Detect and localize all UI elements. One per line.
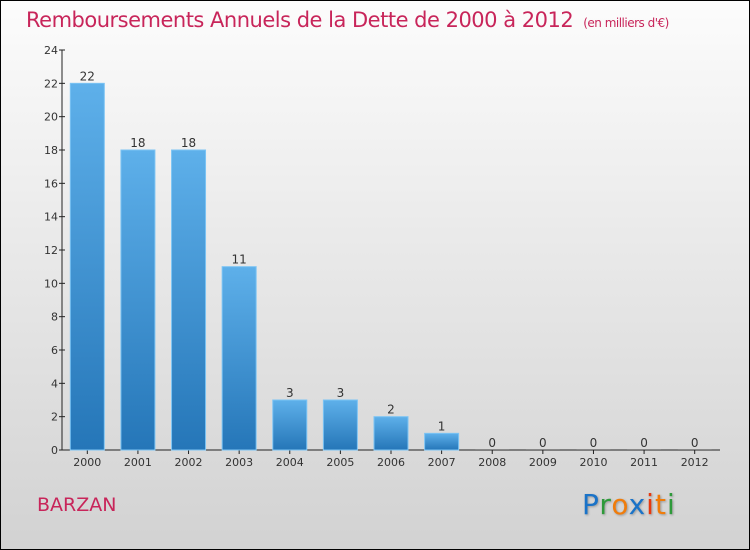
- data-label: 0: [640, 436, 648, 450]
- bar-2005: [322, 399, 358, 451]
- bar-2000: [69, 82, 105, 451]
- x-tick-label: 2009: [529, 456, 557, 469]
- bar-2002: [171, 149, 207, 451]
- logo-letter: r: [599, 488, 612, 521]
- commune-name: BARZAN: [37, 494, 117, 516]
- bar-2006: [373, 416, 409, 451]
- bar-2007: [424, 432, 460, 451]
- proxiti-logo: Proxiti: [582, 488, 676, 521]
- logo-letter: P: [582, 488, 600, 521]
- data-label: 0: [488, 436, 496, 450]
- data-label: 11: [232, 253, 247, 267]
- y-tick-label: 10: [44, 277, 58, 290]
- subtitle-text: (en milliers d'€): [583, 16, 669, 30]
- x-tick-label: 2011: [630, 456, 658, 469]
- data-label: 18: [130, 136, 145, 150]
- x-tick-label: 2001: [124, 456, 152, 469]
- logo-letter: x: [628, 488, 647, 521]
- bar-2001: [120, 149, 156, 451]
- y-tick-label: 0: [51, 444, 58, 457]
- x-tick-label: 2002: [175, 456, 203, 469]
- y-tick-label: 18: [44, 144, 58, 157]
- y-tick-label: 6: [51, 344, 58, 357]
- x-tick-label: 2012: [681, 456, 709, 469]
- data-label: 0: [590, 436, 598, 450]
- y-tick-label: 20: [44, 111, 58, 124]
- y-tick-label: 12: [44, 244, 58, 257]
- y-tick-label: 4: [51, 377, 58, 390]
- x-tick-label: 2006: [377, 456, 405, 469]
- data-label: 2: [387, 403, 395, 417]
- y-tick-label: 2: [51, 411, 58, 424]
- x-tick-label: 2000: [73, 456, 101, 469]
- x-tick-label: 2007: [428, 456, 456, 469]
- logo-letter: o: [611, 488, 629, 521]
- data-label: 22: [80, 69, 95, 83]
- data-label: 3: [337, 386, 345, 400]
- x-tick-label: 2008: [478, 456, 506, 469]
- bar-2004: [272, 399, 308, 451]
- data-label: 0: [539, 436, 547, 450]
- x-tick-label: 2010: [579, 456, 607, 469]
- data-label: 18: [181, 136, 196, 150]
- y-tick-label: 8: [51, 311, 58, 324]
- x-tick-label: 2004: [276, 456, 304, 469]
- logo-letter: t: [654, 488, 667, 521]
- data-label: 1: [438, 419, 446, 433]
- logo-letter: i: [646, 488, 655, 521]
- y-tick-label: 22: [44, 77, 58, 90]
- x-tick-label: 2003: [225, 456, 253, 469]
- data-label: 3: [286, 386, 294, 400]
- y-tick-label: 24: [44, 44, 58, 57]
- chart-title: Remboursements Annuels de la Dette de 20…: [26, 8, 669, 32]
- y-tick-label: 16: [44, 177, 58, 190]
- x-tick-label: 2005: [326, 456, 354, 469]
- data-label: 0: [691, 436, 699, 450]
- bar-2003: [221, 266, 257, 451]
- y-tick-label: 14: [44, 211, 58, 224]
- logo-letter: i: [666, 488, 676, 521]
- title-text: Remboursements Annuels de la Dette de 20…: [26, 8, 574, 32]
